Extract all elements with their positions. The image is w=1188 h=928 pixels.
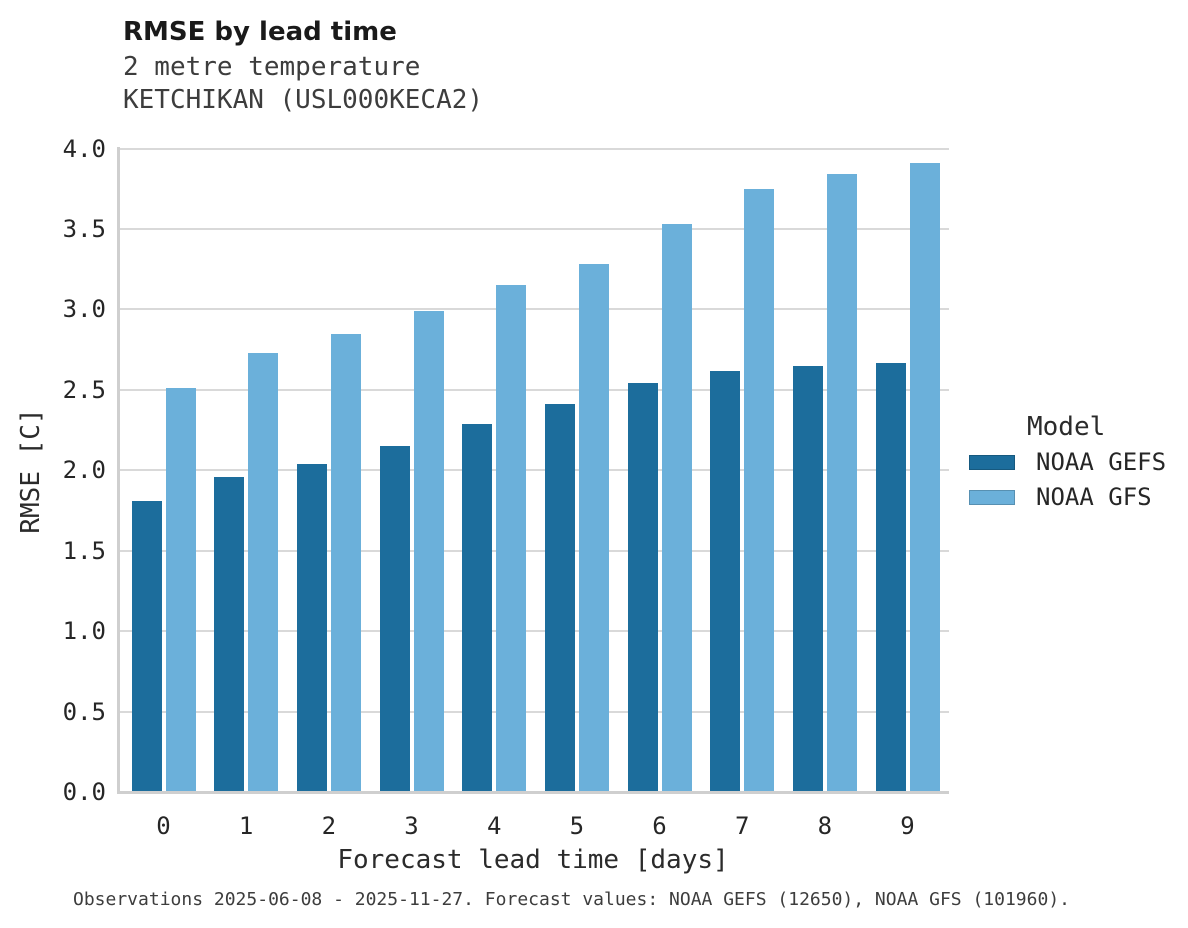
bar-noaa-gefs-day-2 — [296, 463, 327, 793]
bar-noaa-gefs-day-9 — [875, 362, 906, 793]
plot-area — [118, 147, 949, 793]
legend: Model NOAA GEFS NOAA GFS — [969, 412, 1166, 520]
x-tick-label-1: 1 — [238, 812, 254, 840]
bar-noaa-gefs-day-0 — [131, 500, 162, 793]
x-tick-label-2: 2 — [321, 812, 337, 840]
chart-subtitle: 2 metre temperature KETCHIKAN (USL000KEC… — [123, 51, 483, 117]
legend-entry-noaa-gefs: NOAA GEFS — [969, 448, 1167, 476]
x-tick-label-0: 0 — [156, 812, 171, 840]
x-tick-label-3: 3 — [404, 812, 419, 840]
y-tick-label-0.0: 0.0 — [62, 778, 106, 807]
x-axis-spine — [117, 790, 949, 794]
bar-noaa-gfs-day-9 — [909, 162, 940, 793]
y-tick-label-2.0: 2.0 — [62, 456, 106, 485]
x-tick-label-4: 4 — [486, 812, 502, 840]
bar-noaa-gfs-day-8 — [826, 174, 857, 793]
gridline-2.0 — [118, 469, 949, 472]
bar-noaa-gefs-day-3 — [379, 446, 410, 793]
gridline-3.0 — [118, 308, 949, 311]
bar-noaa-gfs-day-6 — [661, 224, 692, 793]
y-tick-label-4.0: 4.0 — [62, 134, 106, 163]
y-tick-label-1.0: 1.0 — [62, 617, 106, 646]
page-title: RMSE by lead time — [123, 17, 397, 47]
legend-label-noaa-gfs: NOAA GFS — [1036, 483, 1152, 511]
bar-noaa-gefs-day-6 — [627, 383, 658, 793]
x-tick-label-7: 7 — [734, 812, 750, 840]
y-tick-label-2.5: 2.5 — [62, 375, 106, 404]
x-tick-label-5: 5 — [569, 812, 585, 840]
y-axis-spine — [117, 147, 120, 793]
y-tick-label-0.5: 0.5 — [62, 697, 106, 726]
x-axis-title: Forecast lead time [days] — [337, 845, 729, 875]
footer-note: Observations 2025-06-08 - 2025-11-27. Fo… — [73, 889, 1070, 910]
bar-noaa-gefs-day-5 — [544, 404, 575, 793]
x-tick-label-6: 6 — [652, 812, 667, 840]
gridline-3.5 — [118, 227, 949, 230]
bar-noaa-gfs-day-7 — [744, 188, 775, 793]
gridline-2.5 — [118, 388, 949, 391]
legend-swatch-noaa-gefs — [969, 454, 1015, 470]
bar-noaa-gefs-day-1 — [214, 476, 245, 793]
chart-subtitle-station: KETCHIKAN (USL000KECA2) — [123, 85, 484, 115]
legend-label-noaa-gefs: NOAA GEFS — [1036, 448, 1167, 476]
x-tick-label-9: 9 — [900, 812, 915, 840]
bar-noaa-gfs-day-3 — [413, 311, 444, 793]
legend-entry-noaa-gfs: NOAA GFS — [969, 483, 1166, 511]
x-tick-label-8: 8 — [817, 812, 833, 840]
chart-subtitle-variable: 2 metre temperature — [123, 52, 421, 82]
gridline-0.5 — [118, 710, 949, 713]
gridline-1.5 — [118, 549, 949, 552]
y-tick-label-3.0: 3.0 — [62, 295, 106, 324]
bar-noaa-gfs-day-1 — [248, 352, 279, 793]
bar-noaa-gefs-day-8 — [792, 365, 823, 793]
legend-title: Model — [1027, 412, 1106, 442]
y-tick-label-1.5: 1.5 — [62, 536, 106, 565]
gridline-1.0 — [118, 630, 949, 633]
gridline-4.0 — [118, 147, 949, 150]
legend-swatch-noaa-gfs — [969, 489, 1015, 505]
bar-noaa-gefs-day-7 — [710, 370, 741, 793]
bar-noaa-gfs-day-2 — [330, 333, 361, 793]
bar-noaa-gfs-day-4 — [496, 285, 527, 793]
bar-noaa-gfs-day-0 — [165, 388, 196, 793]
bar-noaa-gefs-day-4 — [462, 423, 493, 793]
bar-noaa-gfs-day-5 — [578, 264, 609, 793]
y-tick-label-3.5: 3.5 — [62, 214, 106, 243]
